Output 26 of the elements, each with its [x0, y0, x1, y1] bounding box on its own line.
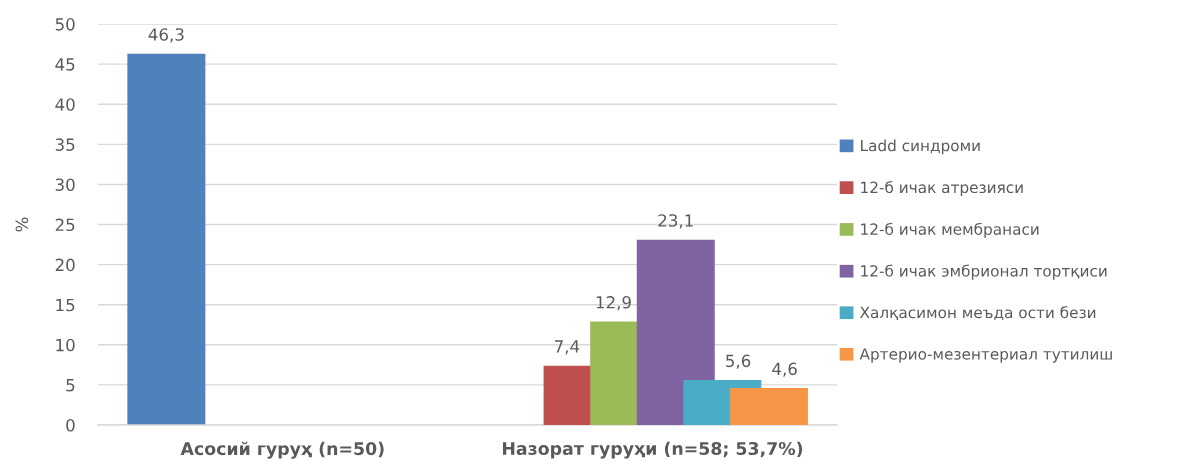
legend-label: Халқасимон меъда ости бези [860, 306, 1096, 321]
data-label: 23,1 [658, 214, 693, 229]
y-tick-label: 0 [66, 418, 75, 432]
x-tick-label: Асосий гуруҳ (n=50) [180, 441, 384, 459]
data-label: 4,6 [772, 362, 797, 377]
legend-label: 12-б ичак эмбрионал тортқиси [861, 264, 1107, 280]
data-label: 46,3 [148, 28, 184, 43]
data-label: 7,4 [555, 340, 580, 355]
y-axis-title: % [15, 217, 29, 232]
legend-label: Артерио-мезентериал тутилиш [859, 348, 1112, 363]
legend-label: Ladd синдроми [861, 139, 980, 155]
y-tick-label: 30 [55, 178, 75, 192]
y-tick-label: 20 [55, 258, 75, 272]
data-label: 12,9 [596, 295, 631, 311]
y-tick-label: 35 [55, 138, 75, 151]
y-tick-label: 25 [55, 218, 75, 232]
y-tick-label: 40 [55, 98, 75, 111]
legend-label: 12-б ичак мембранаси [861, 222, 1039, 238]
y-tick-label: 50 [55, 18, 75, 31]
x-tick-label: Назорат гуруҳи (n=58; 53,7%) [502, 441, 803, 459]
y-tick-label: 15 [56, 298, 75, 312]
data-label: 5,6 [726, 354, 751, 369]
legend-label: 12-б ичак атрезияси [861, 181, 1023, 197]
y-tick-label: 10 [56, 338, 75, 352]
y-tick-label: 5 [66, 379, 75, 392]
y-tick-label: 45 [55, 58, 75, 71]
